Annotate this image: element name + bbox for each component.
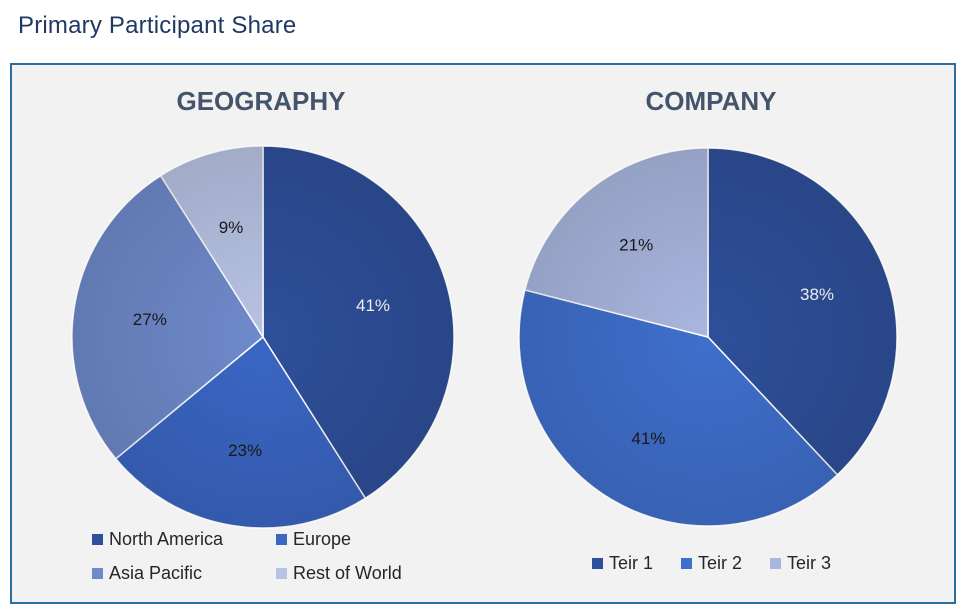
company-legend: Teir 1 Teir 2 Teir 3 xyxy=(592,553,831,573)
geography-legend: North America Europe Asia Pacific Rest of W… xyxy=(92,529,402,583)
company-legend-item-teir-3: Teir 3 xyxy=(770,553,831,573)
company-pie-shading xyxy=(519,148,897,526)
geography-legend-item-north-america: North America xyxy=(92,529,224,549)
geography-legend-swatch-north-america xyxy=(92,534,103,545)
company-legend-swatch-teir-3 xyxy=(770,558,781,569)
geography-legend-label-north-america: North America xyxy=(109,529,224,549)
geography-legend-swatch-rest-of-world xyxy=(276,568,287,579)
company-chart: COMPANY 38%41%21% Teir 1 Teir 2 Teir 3 xyxy=(518,86,898,573)
company-legend-swatch-teir-2 xyxy=(681,558,692,569)
company-legend-label-teir-1: Teir 1 xyxy=(609,553,653,573)
pie-charts-svg: GEOGRAPHY 41%23%27%9% North America Europ… xyxy=(71,86,898,583)
company-legend-label-teir-3: Teir 3 xyxy=(787,553,831,573)
geography-legend-swatch-europe xyxy=(276,534,287,545)
company-chart-title: COMPANY xyxy=(646,86,777,116)
geography-legend-item-europe: Europe xyxy=(276,529,351,549)
chart-frame: GEOGRAPHY 41%23%27%9% North America Europ… xyxy=(10,63,956,604)
geography-legend-item-asia-pacific: Asia Pacific xyxy=(92,563,202,583)
geography-legend-swatch-asia-pacific xyxy=(92,568,103,579)
company-legend-label-teir-2: Teir 2 xyxy=(698,553,742,573)
geography-chart: GEOGRAPHY 41%23%27%9% North America Europ… xyxy=(71,86,455,583)
company-legend-item-teir-1: Teir 1 xyxy=(592,553,653,573)
page-title: Primary Participant Share xyxy=(18,12,297,39)
geography-legend-label-asia-pacific: Asia Pacific xyxy=(109,563,202,583)
geography-legend-label-rest-of-world: Rest of World xyxy=(293,563,402,583)
company-legend-swatch-teir-1 xyxy=(592,558,603,569)
geography-chart-title: GEOGRAPHY xyxy=(176,86,345,116)
geography-pie: 41%23%27%9% xyxy=(71,145,455,529)
geography-pie-shading xyxy=(72,146,454,528)
geography-legend-item-rest-of-world: Rest of World xyxy=(276,563,402,583)
company-legend-item-teir-2: Teir 2 xyxy=(681,553,742,573)
geography-legend-label-europe: Europe xyxy=(293,529,351,549)
company-pie: 38%41%21% xyxy=(518,147,898,527)
